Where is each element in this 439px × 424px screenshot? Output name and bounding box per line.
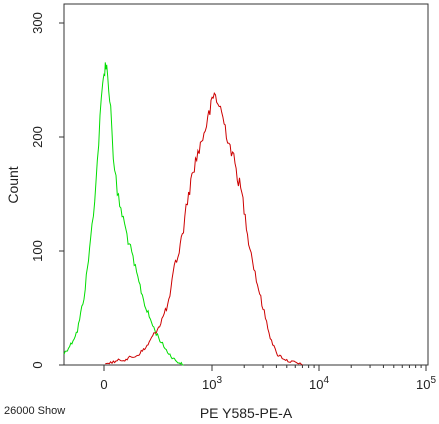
plot-frame <box>63 3 429 366</box>
series-line-1 <box>63 62 184 366</box>
x-tick-label: 0 <box>100 377 107 392</box>
y-tick-label: 0 <box>30 361 45 368</box>
x-axis-title: PE Y585-PE-A <box>200 405 293 421</box>
x-axis: 0 103 104 105 <box>100 365 436 392</box>
y-tick-label: 200 <box>30 126 45 148</box>
y-axis: 0 100 200 300 <box>30 12 64 369</box>
x-tick-label: 105 <box>416 375 436 392</box>
footer-note: 26000 Show <box>4 405 65 417</box>
x-tick-label: 104 <box>309 375 329 392</box>
y-tick-label: 100 <box>30 240 45 262</box>
x-tick-label: 103 <box>202 375 222 392</box>
y-tick-label: 300 <box>30 12 45 34</box>
series-line-2 <box>105 92 303 366</box>
y-axis-title: Count <box>5 166 21 203</box>
series-group <box>63 62 303 366</box>
